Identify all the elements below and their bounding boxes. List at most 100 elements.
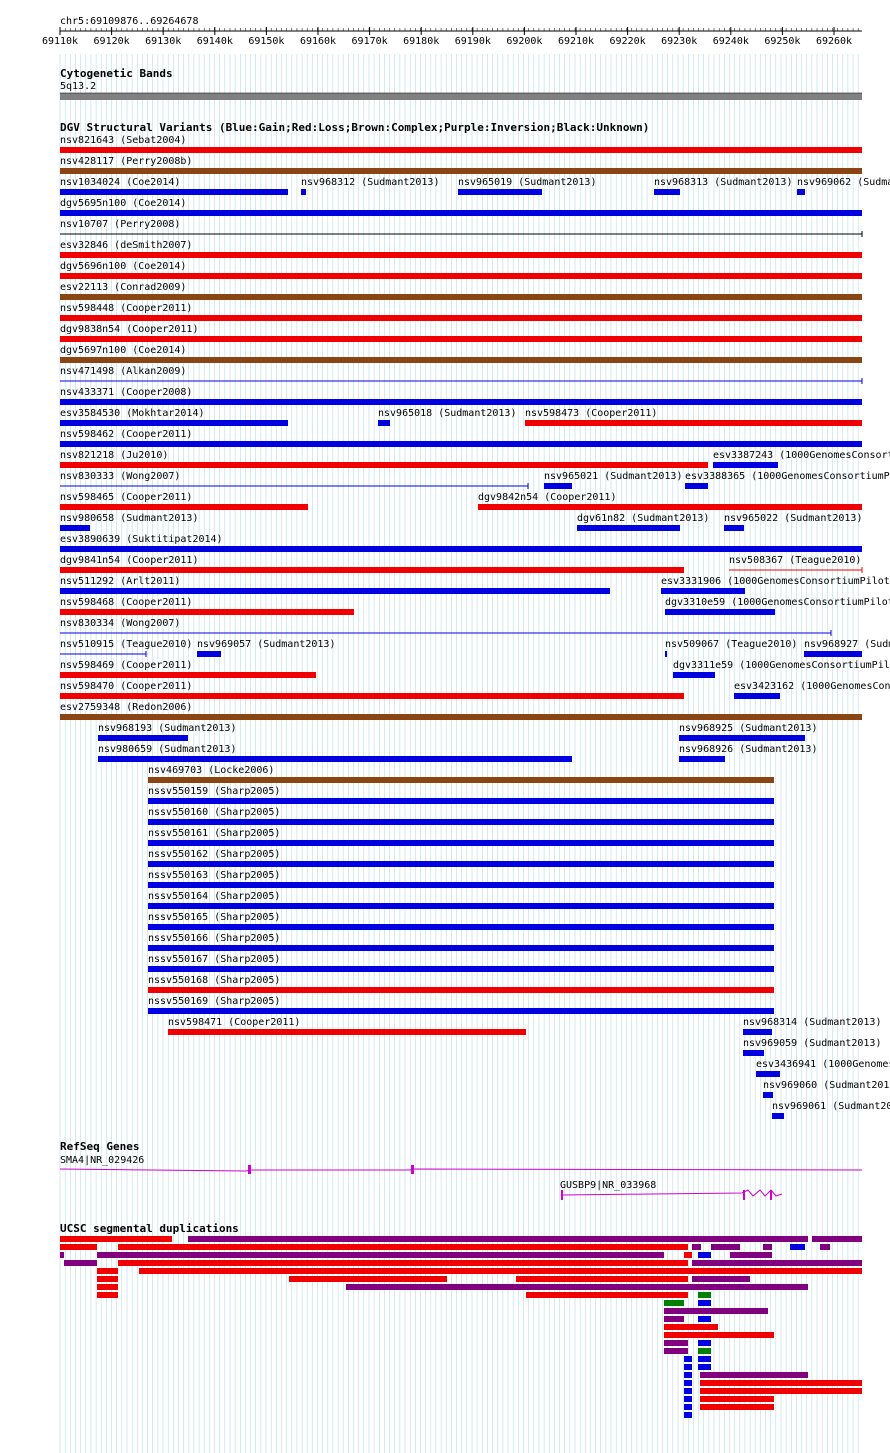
- segdup-feature[interactable]: [664, 1316, 684, 1322]
- segdup-feature[interactable]: [664, 1308, 768, 1314]
- dgv-feature[interactable]: nssv550169 (Sharp2005): [148, 996, 774, 1014]
- dgv-feature[interactable]: nsv821218 (Ju2010): [60, 450, 708, 468]
- gene-model-gusbp9[interactable]: [561, 1189, 783, 1200]
- segdup-feature[interactable]: [97, 1276, 118, 1282]
- dgv-feature[interactable]: nsv980658 (Sudmant2013): [60, 513, 198, 531]
- segdup-feature[interactable]: [684, 1380, 692, 1386]
- dgv-feature[interactable]: nsv965018 (Sudmant2013): [378, 408, 516, 426]
- dgv-feature[interactable]: nsv510915 (Teague2010): [60, 639, 192, 657]
- segdup-feature[interactable]: [730, 1252, 772, 1258]
- dgv-feature[interactable]: nsv968926 (Sudmant2013): [679, 744, 817, 762]
- segdup-feature[interactable]: [684, 1252, 692, 1258]
- segdup-feature[interactable]: [97, 1268, 118, 1274]
- dgv-feature[interactable]: nssv550163 (Sharp2005): [148, 870, 774, 888]
- segdup-feature[interactable]: [188, 1236, 808, 1242]
- dgv-feature[interactable]: esv3423162 (1000GenomesConsortiumPilot): [734, 681, 890, 699]
- segdup-feature[interactable]: [118, 1244, 688, 1250]
- dgv-feature[interactable]: nsv965022 (Sudmant2013): [724, 513, 862, 531]
- dgv-feature[interactable]: nsv598465 (Cooper2011): [60, 492, 308, 510]
- segdup-feature[interactable]: [698, 1252, 711, 1258]
- segdup-feature[interactable]: [289, 1276, 447, 1282]
- segdup-feature[interactable]: [763, 1244, 772, 1250]
- segdup-feature[interactable]: [664, 1340, 688, 1346]
- dgv-feature[interactable]: nsv968193 (Sudmant2013): [98, 723, 236, 741]
- segdup-feature[interactable]: [60, 1236, 172, 1242]
- dgv-feature[interactable]: nsv969059 (Sudmant2013): [743, 1038, 881, 1056]
- dgv-feature[interactable]: nsv968925 (Sudmant2013): [679, 723, 817, 741]
- dgv-feature[interactable]: nsv969057 (Sudmant2013): [197, 639, 335, 657]
- gene-label-gusbp9[interactable]: GUSBP9|NR_033968: [560, 1180, 656, 1191]
- segdup-feature[interactable]: [698, 1316, 711, 1322]
- dgv-feature[interactable]: nsv598462 (Cooper2011): [60, 429, 862, 447]
- segdup-feature[interactable]: [820, 1244, 830, 1250]
- segdup-feature[interactable]: [664, 1332, 774, 1338]
- dgv-feature[interactable]: nsv830334 (Wong2007): [60, 618, 832, 636]
- dgv-feature[interactable]: esv2759348 (Redon2006): [60, 702, 862, 720]
- dgv-feature[interactable]: esv3890639 (Suktitipat2014): [60, 534, 862, 552]
- dgv-feature[interactable]: nsv471498 (Alkan2009): [60, 366, 863, 384]
- segdup-feature[interactable]: [700, 1404, 774, 1410]
- dgv-feature[interactable]: dgv5696n100 (Coe2014): [60, 261, 862, 279]
- segdup-feature[interactable]: [698, 1292, 711, 1298]
- dgv-feature[interactable]: nssv550162 (Sharp2005): [148, 849, 774, 867]
- segdup-feature[interactable]: [700, 1380, 862, 1386]
- segdup-feature[interactable]: [700, 1372, 808, 1378]
- segdup-feature[interactable]: [684, 1356, 692, 1362]
- dgv-feature[interactable]: nsv428117 (Perry2008b): [60, 156, 862, 174]
- segdup-feature[interactable]: [526, 1292, 688, 1298]
- dgv-feature[interactable]: nsv508367 (Teague2010): [729, 555, 863, 573]
- dgv-feature[interactable]: nsv598469 (Cooper2011): [60, 660, 316, 678]
- segdup-feature[interactable]: [698, 1364, 711, 1370]
- gene-model-sma4[interactable]: [59, 1165, 863, 1174]
- dgv-feature[interactable]: nsv821643 (Sebat2004): [60, 135, 862, 153]
- segdup-feature[interactable]: [692, 1260, 862, 1266]
- dgv-feature[interactable]: dgv9841n54 (Cooper2011): [60, 555, 684, 573]
- dgv-feature[interactable]: dgv5697n100 (Coe2014): [60, 345, 862, 363]
- segdup-feature[interactable]: [64, 1260, 97, 1266]
- dgv-feature[interactable]: dgv9838n54 (Cooper2011): [60, 324, 862, 342]
- segdup-feature[interactable]: [711, 1244, 740, 1250]
- segdup-feature[interactable]: [684, 1412, 692, 1418]
- dgv-feature[interactable]: nsv1034024 (Coe2014): [60, 177, 288, 195]
- dgv-feature[interactable]: nssv550166 (Sharp2005): [148, 933, 774, 951]
- base-position-ruler[interactable]: 69110k 69120k 69130k 69140k 69150k 69160k 6917…: [42, 27, 862, 47]
- dgv-feature[interactable]: nsv965019 (Sudmant2013): [458, 177, 596, 195]
- segdup-feature[interactable]: [118, 1260, 688, 1266]
- dgv-feature[interactable]: nsv965021 (Sudmant2013): [544, 471, 682, 489]
- segdup-feature[interactable]: [516, 1276, 688, 1282]
- dgv-feature[interactable]: nsv598468 (Cooper2011): [60, 597, 354, 615]
- segdup-feature[interactable]: [97, 1252, 118, 1258]
- segdup-feature[interactable]: [97, 1292, 118, 1298]
- segdup-feature[interactable]: [664, 1300, 684, 1306]
- segdup-feature[interactable]: [118, 1252, 664, 1258]
- dgv-feature[interactable]: esv3584530 (Mokhtar2014): [60, 408, 288, 426]
- dgv-feature[interactable]: nssv550168 (Sharp2005): [148, 975, 774, 993]
- dgv-feature[interactable]: esv3388365 (1000GenomesConsortiumPilot): [685, 471, 890, 489]
- dgv-feature[interactable]: nsv968312 (Sudmant2013): [301, 177, 439, 195]
- cytoband-bar[interactable]: [60, 93, 862, 100]
- dgv-feature[interactable]: nsv969062 (Sudmant2013): [797, 177, 890, 195]
- dgv-feature[interactable]: nsv968927 (Sudmant2013): [804, 639, 890, 657]
- segdup-feature[interactable]: [684, 1404, 692, 1410]
- dgv-feature[interactable]: dgv3310e59 (1000GenomesConsortiumPilot): [665, 597, 890, 615]
- dgv-feature[interactable]: nsv969060 (Sudmant2013): [763, 1080, 890, 1098]
- segdup-feature[interactable]: [684, 1364, 692, 1370]
- dgv-feature[interactable]: nssv550165 (Sharp2005): [148, 912, 774, 930]
- segdup-feature[interactable]: [692, 1276, 750, 1282]
- segdup-feature[interactable]: [346, 1284, 808, 1290]
- dgv-feature[interactable]: nsv10707 (Perry2008): [60, 219, 863, 237]
- dgv-feature[interactable]: nsv598470 (Cooper2011): [60, 681, 684, 699]
- dgv-feature[interactable]: dgv3311e59 (1000GenomesConsortiumPilot): [673, 660, 890, 678]
- dgv-feature[interactable]: nsv598471 (Cooper2011): [168, 1017, 526, 1035]
- dgv-feature[interactable]: nsv830333 (Wong2007): [60, 471, 529, 489]
- dgv-feature[interactable]: nsv969061 (Sudmant2013): [772, 1101, 890, 1119]
- segdup-feature[interactable]: [692, 1244, 701, 1250]
- segdup-feature[interactable]: [698, 1340, 711, 1346]
- segdup-feature[interactable]: [684, 1396, 692, 1402]
- segdup-feature[interactable]: [790, 1244, 805, 1250]
- dgv-feature[interactable]: nssv550160 (Sharp2005): [148, 807, 774, 825]
- dgv-feature[interactable]: nssv550164 (Sharp2005): [148, 891, 774, 909]
- segdup-feature[interactable]: [60, 1244, 97, 1250]
- segdup-feature[interactable]: [698, 1348, 711, 1354]
- segdup-feature[interactable]: [664, 1348, 688, 1354]
